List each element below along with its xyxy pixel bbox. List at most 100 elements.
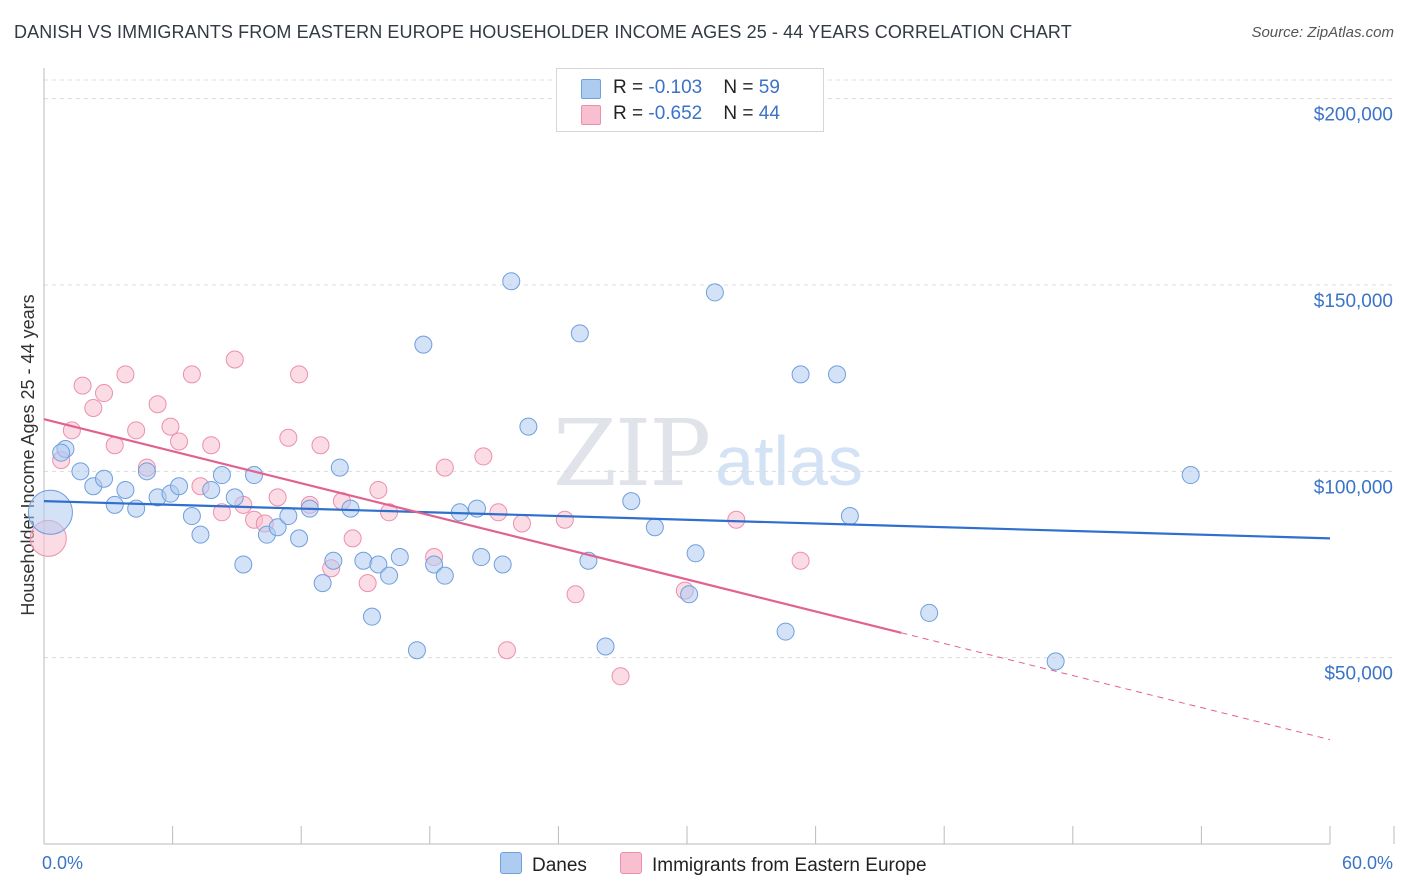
immigrants-point [279, 428, 298, 447]
immigrants-point [497, 641, 516, 660]
danes-point [212, 466, 231, 485]
immigrants-legend-label: Immigrants from Eastern Europe [652, 855, 927, 876]
danes-point [776, 622, 795, 641]
danes-point [170, 477, 189, 496]
danes-point [1046, 652, 1065, 671]
danes-point [407, 641, 426, 660]
danes-point [493, 555, 512, 574]
immigrants-point [170, 432, 189, 451]
danes-point [828, 365, 847, 384]
danes-point [116, 480, 135, 499]
immigrants-point [290, 365, 309, 384]
danes-legend-label: Danes [532, 855, 587, 876]
legend-imm-n-label: N = [723, 103, 759, 124]
x-tick-label: 60.0% [1342, 853, 1393, 873]
immigrants-point [555, 510, 574, 529]
danes-trend-line [43, 500, 1331, 540]
danes-point [435, 566, 454, 585]
danes-point [519, 417, 538, 436]
immigrants-point [148, 395, 167, 414]
danes-points [27, 272, 1200, 671]
immigrants-point [474, 447, 493, 466]
danes-point [362, 607, 381, 626]
immigrants-point [611, 667, 630, 686]
immigrants-points [29, 350, 810, 686]
correlation-legend: R = -0.103 N = 59 R = -0.652 N = 44 [556, 68, 824, 132]
danes-point [472, 548, 491, 567]
source-credit: Source: ZipAtlas.com [1251, 24, 1394, 41]
danes-point [414, 335, 433, 354]
danes-point [502, 272, 521, 291]
bottom-legend-danes: Danes [500, 852, 587, 877]
immigrants-point [727, 510, 746, 529]
danes-swatch [581, 79, 601, 99]
immigrants-point [225, 350, 244, 369]
danes-point [105, 495, 124, 514]
immigrants-point [343, 529, 362, 548]
danes-point [71, 462, 90, 481]
danes-point [705, 283, 724, 302]
danes-point [354, 551, 373, 570]
immigrants-swatch [581, 105, 601, 125]
danes-point [225, 488, 244, 507]
legend-immigrants-text: R = -0.652 N = 44 [613, 103, 780, 125]
danes-point [290, 529, 309, 548]
immigrants-point [182, 365, 201, 384]
x-tick-labels: 0.0% 60.0% [42, 853, 1393, 873]
danes-point [791, 365, 810, 384]
danes-point [390, 548, 409, 567]
legend-danes-n-value: 59 [758, 77, 780, 98]
trend-lines [43, 418, 1331, 741]
x-tick-label: 0.0% [42, 853, 83, 873]
danes-point [279, 507, 298, 526]
danes-point [920, 603, 939, 622]
immigrants-point [311, 436, 330, 455]
immigrants-point [435, 458, 454, 477]
danes-legend-swatch [500, 852, 522, 874]
danes-point [330, 458, 349, 477]
immigrants-point [489, 503, 508, 522]
immigrants-point [791, 551, 810, 570]
immigrants-trend-line [43, 418, 902, 634]
y-axis-label-group: Householder Income Ages 25 - 44 years [18, 294, 38, 615]
immigrants-point [116, 365, 135, 384]
immigrants-point [512, 514, 531, 533]
y-axis-label: Householder Income Ages 25 - 44 years [18, 294, 38, 615]
danes-point [95, 469, 114, 488]
danes-point [27, 489, 73, 535]
legend-danes-n-label: N = [723, 77, 759, 98]
immigrants-point [566, 585, 585, 604]
danes-point [137, 462, 156, 481]
bottom-legend-immigrants: Immigrants from Eastern Europe [620, 852, 927, 877]
immigrants-point [268, 488, 287, 507]
danes-point [268, 518, 287, 537]
y-tick-label: $100,000 [1314, 477, 1393, 498]
y-tick-label: $200,000 [1314, 105, 1393, 126]
danes-point [52, 443, 71, 462]
danes-point [341, 499, 360, 518]
immigrants-trend-extension [901, 632, 1331, 741]
danes-point [1181, 466, 1200, 485]
immigrants-point [369, 480, 388, 499]
danes-point [324, 551, 343, 570]
immigrants-point [95, 384, 114, 403]
immigrants-point [161, 417, 180, 436]
danes-point [680, 585, 699, 604]
legend-danes-r-value: -0.103 [648, 77, 703, 98]
immigrants-point [202, 436, 221, 455]
danes-point [622, 492, 641, 511]
y-tick-labels: $50,000 $100,000 $150,000 $200,000 [1314, 105, 1393, 685]
legend-imm-r-value: -0.652 [648, 103, 703, 124]
immigrants-legend-swatch [620, 852, 642, 874]
legend-imm-r-label: R = [613, 103, 649, 124]
danes-point [369, 555, 388, 574]
immigrants-point [212, 503, 231, 522]
danes-point [380, 566, 399, 585]
danes-point [840, 507, 859, 526]
danes-point [686, 544, 705, 563]
chart-title: DANISH VS IMMIGRANTS FROM EASTERN EUROPE… [14, 22, 1072, 42]
immigrants-point [127, 421, 146, 440]
axes [43, 68, 1395, 845]
immigrants-point [358, 574, 377, 593]
